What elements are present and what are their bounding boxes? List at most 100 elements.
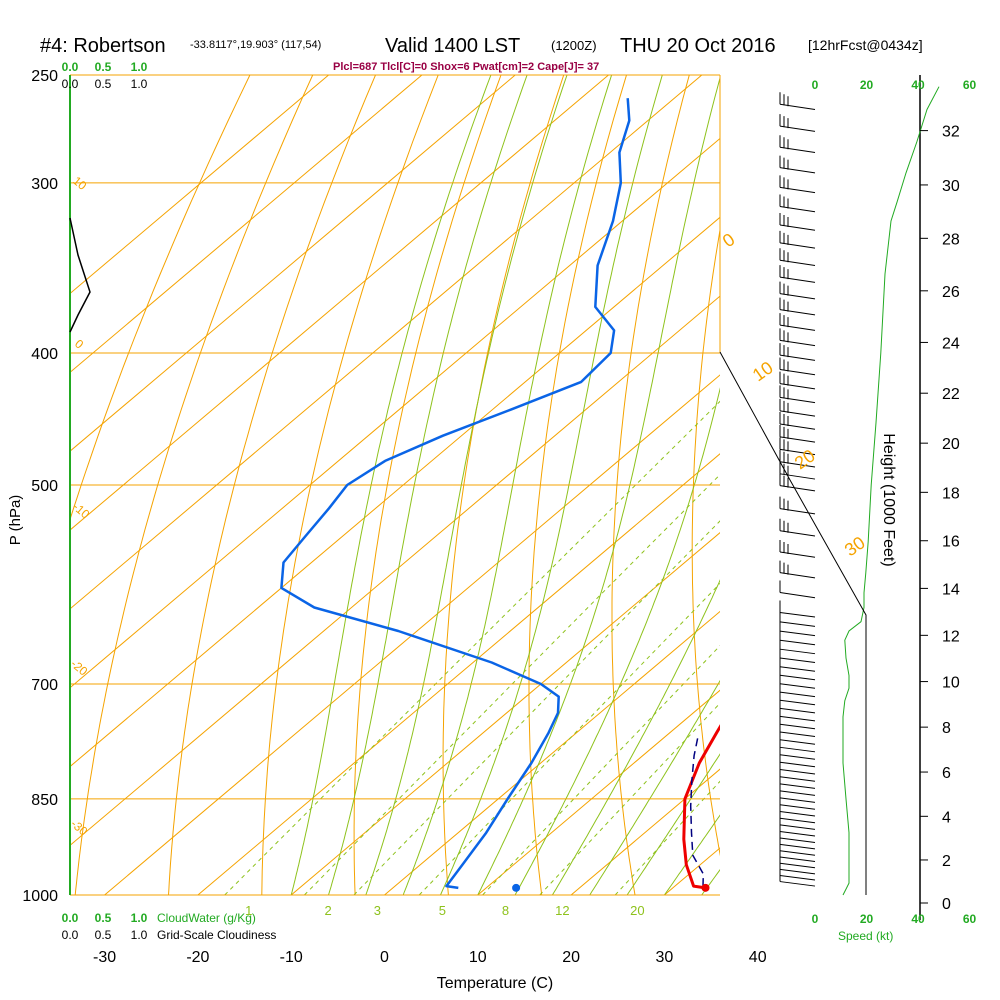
moist-adiabat-line xyxy=(551,579,720,895)
wind-barb-shaft xyxy=(779,630,816,637)
height-tick-label: 8 xyxy=(942,720,951,737)
surface-dewpoint-dot xyxy=(512,883,521,892)
cloudiness-tick-top: 0.5 xyxy=(95,77,112,91)
stability-indices: Plcl=687 Tlcl[C]=0 Shox=6 Pwat[cm]=2 Cap… xyxy=(333,61,599,73)
wind-barb-shaft xyxy=(779,448,816,456)
wind-barb-shaft xyxy=(779,657,816,664)
cloudwater-tick-top: 0.5 xyxy=(95,60,112,74)
wind-barb-shaft xyxy=(779,224,816,231)
mixing-ratio-line xyxy=(353,520,720,895)
y-axis-title: P (hPa) xyxy=(7,495,24,546)
dry-adiabat-line xyxy=(442,75,565,895)
wind-barb-shaft xyxy=(779,242,816,249)
dry-adiabat-line xyxy=(528,75,627,895)
wind-barb-shaft xyxy=(779,856,816,863)
wind-barb-shaft xyxy=(779,761,816,768)
mixing-ratio-label: 1 xyxy=(245,903,252,918)
height-tick-label: 2 xyxy=(942,853,951,870)
wind-barb-shaft xyxy=(779,837,816,843)
x-axis-title: Temperature (C) xyxy=(437,975,553,992)
height-tick-label: 14 xyxy=(942,581,960,598)
pressure-tick-label: 850 xyxy=(31,792,58,809)
wind-barb-shaft xyxy=(779,683,816,689)
wind-barb-shaft xyxy=(779,746,816,753)
wind-barb-shaft xyxy=(779,339,816,347)
wind-barb-shaft xyxy=(779,592,816,599)
station-title: #4: Robertson xyxy=(40,35,166,57)
wind-barb-shaft xyxy=(779,423,816,430)
moist-adiabat-lines xyxy=(290,75,1000,895)
temperature-tick-label: -10 xyxy=(280,949,303,966)
pressure-tick-label: 400 xyxy=(31,346,58,363)
moist-adiabat-line xyxy=(328,75,528,895)
height-tick-label: 18 xyxy=(942,485,960,502)
wind-barb-shaft xyxy=(779,276,816,283)
wind-barb-shaft xyxy=(779,383,816,390)
wind-barb-shaft xyxy=(779,461,816,468)
mixing-ratio-label: 20 xyxy=(630,903,644,918)
wind-barb-shaft xyxy=(779,551,816,558)
series-line-parcel xyxy=(689,736,705,887)
cloudiness-tick-top: 1.0 xyxy=(131,77,148,91)
cloudwater-tick-top: 0.0 xyxy=(62,60,79,74)
pressure-tick-label: 500 xyxy=(31,478,58,495)
height-tick-label: 24 xyxy=(942,335,960,352)
speed-outline xyxy=(719,351,867,895)
height-tick-label: 30 xyxy=(942,178,960,195)
wind-barb-shaft xyxy=(779,572,816,579)
cloudwater-tick-bottom: 1.0 xyxy=(131,911,148,925)
wind-barb-shaft xyxy=(779,167,816,174)
temperature-tick-label: -20 xyxy=(186,949,209,966)
wind-barbs xyxy=(779,92,816,887)
wind-barb-shaft xyxy=(779,186,816,194)
height-tick-label: 10 xyxy=(942,675,960,692)
pressure-tick-label: 700 xyxy=(31,677,58,694)
cloudiness-title: Grid-Scale Cloudiness xyxy=(157,928,276,942)
wind-barb-shaft xyxy=(779,739,816,745)
wind-barb-shaft xyxy=(779,146,816,154)
wind-barb-shaft xyxy=(779,324,816,331)
wind-barb-shaft xyxy=(779,783,816,789)
wind-barb-shaft xyxy=(779,691,816,698)
moist-adiabat-line xyxy=(402,75,613,895)
cloudwater-tick-bottom: 0.5 xyxy=(95,911,112,925)
speed-tick-top: 20 xyxy=(860,78,874,92)
height-tick-label: 20 xyxy=(942,436,960,453)
moist-adiabat-line xyxy=(663,814,720,895)
height-tick-label: 22 xyxy=(942,386,960,403)
cloudwater-title: CloudWater (g/Kg) xyxy=(157,911,256,925)
speed-tick-bottom: 0 xyxy=(812,912,819,926)
mixing-ratio-line xyxy=(304,473,720,895)
wind-barb-shaft xyxy=(779,309,816,316)
wind-barb-shaft xyxy=(779,850,816,856)
dry-adiabat-line xyxy=(611,75,690,895)
wind-barb-shaft xyxy=(779,485,816,492)
wind-barb-shaft xyxy=(779,769,816,775)
mixing-ratio-label: 5 xyxy=(439,903,446,918)
moist-adiabat-line xyxy=(626,753,720,895)
mixing-ratio-label: 3 xyxy=(374,903,381,918)
cloudwater-tick-bottom: 0.0 xyxy=(62,911,79,925)
dry-adiabat-line xyxy=(70,75,251,522)
dry-adiabat-line xyxy=(168,75,376,895)
cloudiness-tick-top: 0.0 xyxy=(62,77,79,91)
moist-adiabat-line xyxy=(739,75,1000,895)
cloudiness-trace xyxy=(69,217,91,333)
wind-barb-shaft xyxy=(779,639,816,646)
temperature-tick-label: 0 xyxy=(380,949,389,966)
wind-barb-shaft xyxy=(779,436,816,443)
wind-barb-shaft xyxy=(779,754,816,760)
mixing-ratio-label: 8 xyxy=(502,903,509,918)
cloudwater-tick-top: 1.0 xyxy=(131,60,148,74)
height-profile xyxy=(719,86,940,896)
dry-adiabat-lines xyxy=(70,75,720,895)
wind-barb-shaft xyxy=(779,205,816,213)
height-tick-label: 4 xyxy=(942,809,951,826)
wind-barb-shaft xyxy=(779,473,816,480)
height-tick-label: 26 xyxy=(942,284,960,301)
wind-barb-shaft xyxy=(779,723,816,730)
mixing-ratio-label: 12 xyxy=(555,903,569,918)
temperature-tick-label: 20 xyxy=(562,949,580,966)
theta-e-label: 30 xyxy=(841,532,869,560)
